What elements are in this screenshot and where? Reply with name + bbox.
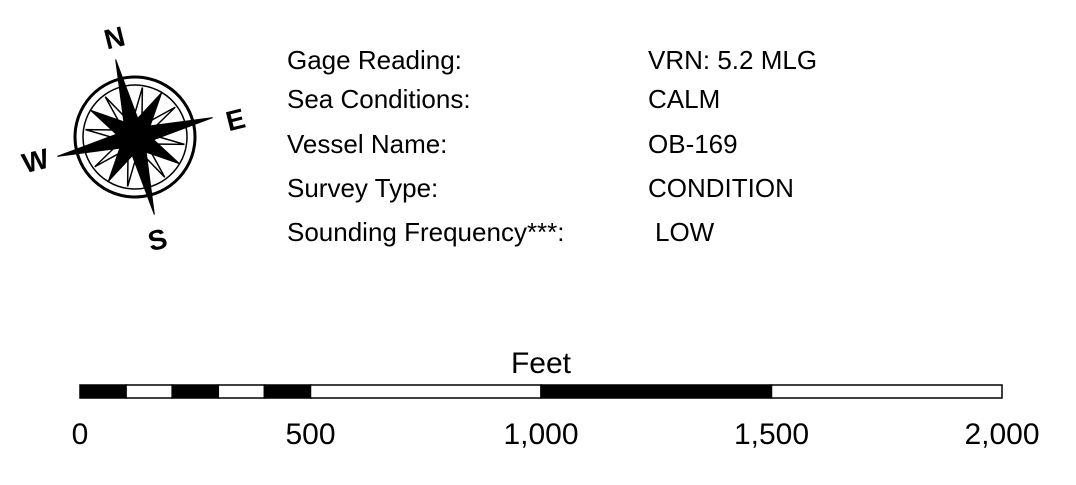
compass-west: W [19,143,53,180]
info-value: VRN: 5.2 MLG [648,45,817,75]
compass-south: S [145,223,171,258]
info-value: OB-169 [648,129,738,159]
scale-tick-label: 1,000 [503,418,578,451]
scale-tick-label: 1,500 [734,418,809,451]
info-label: Sounding Frequency***: [287,217,565,247]
compass-east: E [223,103,249,138]
scale-segment [770,384,1003,399]
info-label: Sea Conditions: [287,84,471,114]
scale-tick-label: 0 [72,418,89,451]
scale-segment [125,384,173,399]
scale-title: Feet [511,347,572,380]
scale-segment [263,384,312,399]
scale-segment [171,384,220,399]
scale-segment [79,384,127,399]
info-value: CALM [648,84,720,114]
info-value: LOW [655,217,715,247]
scale-tick-label: 2,000 [964,418,1039,451]
compass-north: N [101,20,128,55]
scale-segment [540,384,773,399]
scale-segment [217,384,266,399]
info-label: Vessel Name: [287,129,447,159]
info-label: Gage Reading: [287,45,462,75]
scale-tick-label: 500 [285,418,335,451]
scale-segment [309,384,542,399]
info-label: Survey Type: [287,173,438,203]
info-value: CONDITION [648,173,794,203]
compass-rose [57,59,213,215]
